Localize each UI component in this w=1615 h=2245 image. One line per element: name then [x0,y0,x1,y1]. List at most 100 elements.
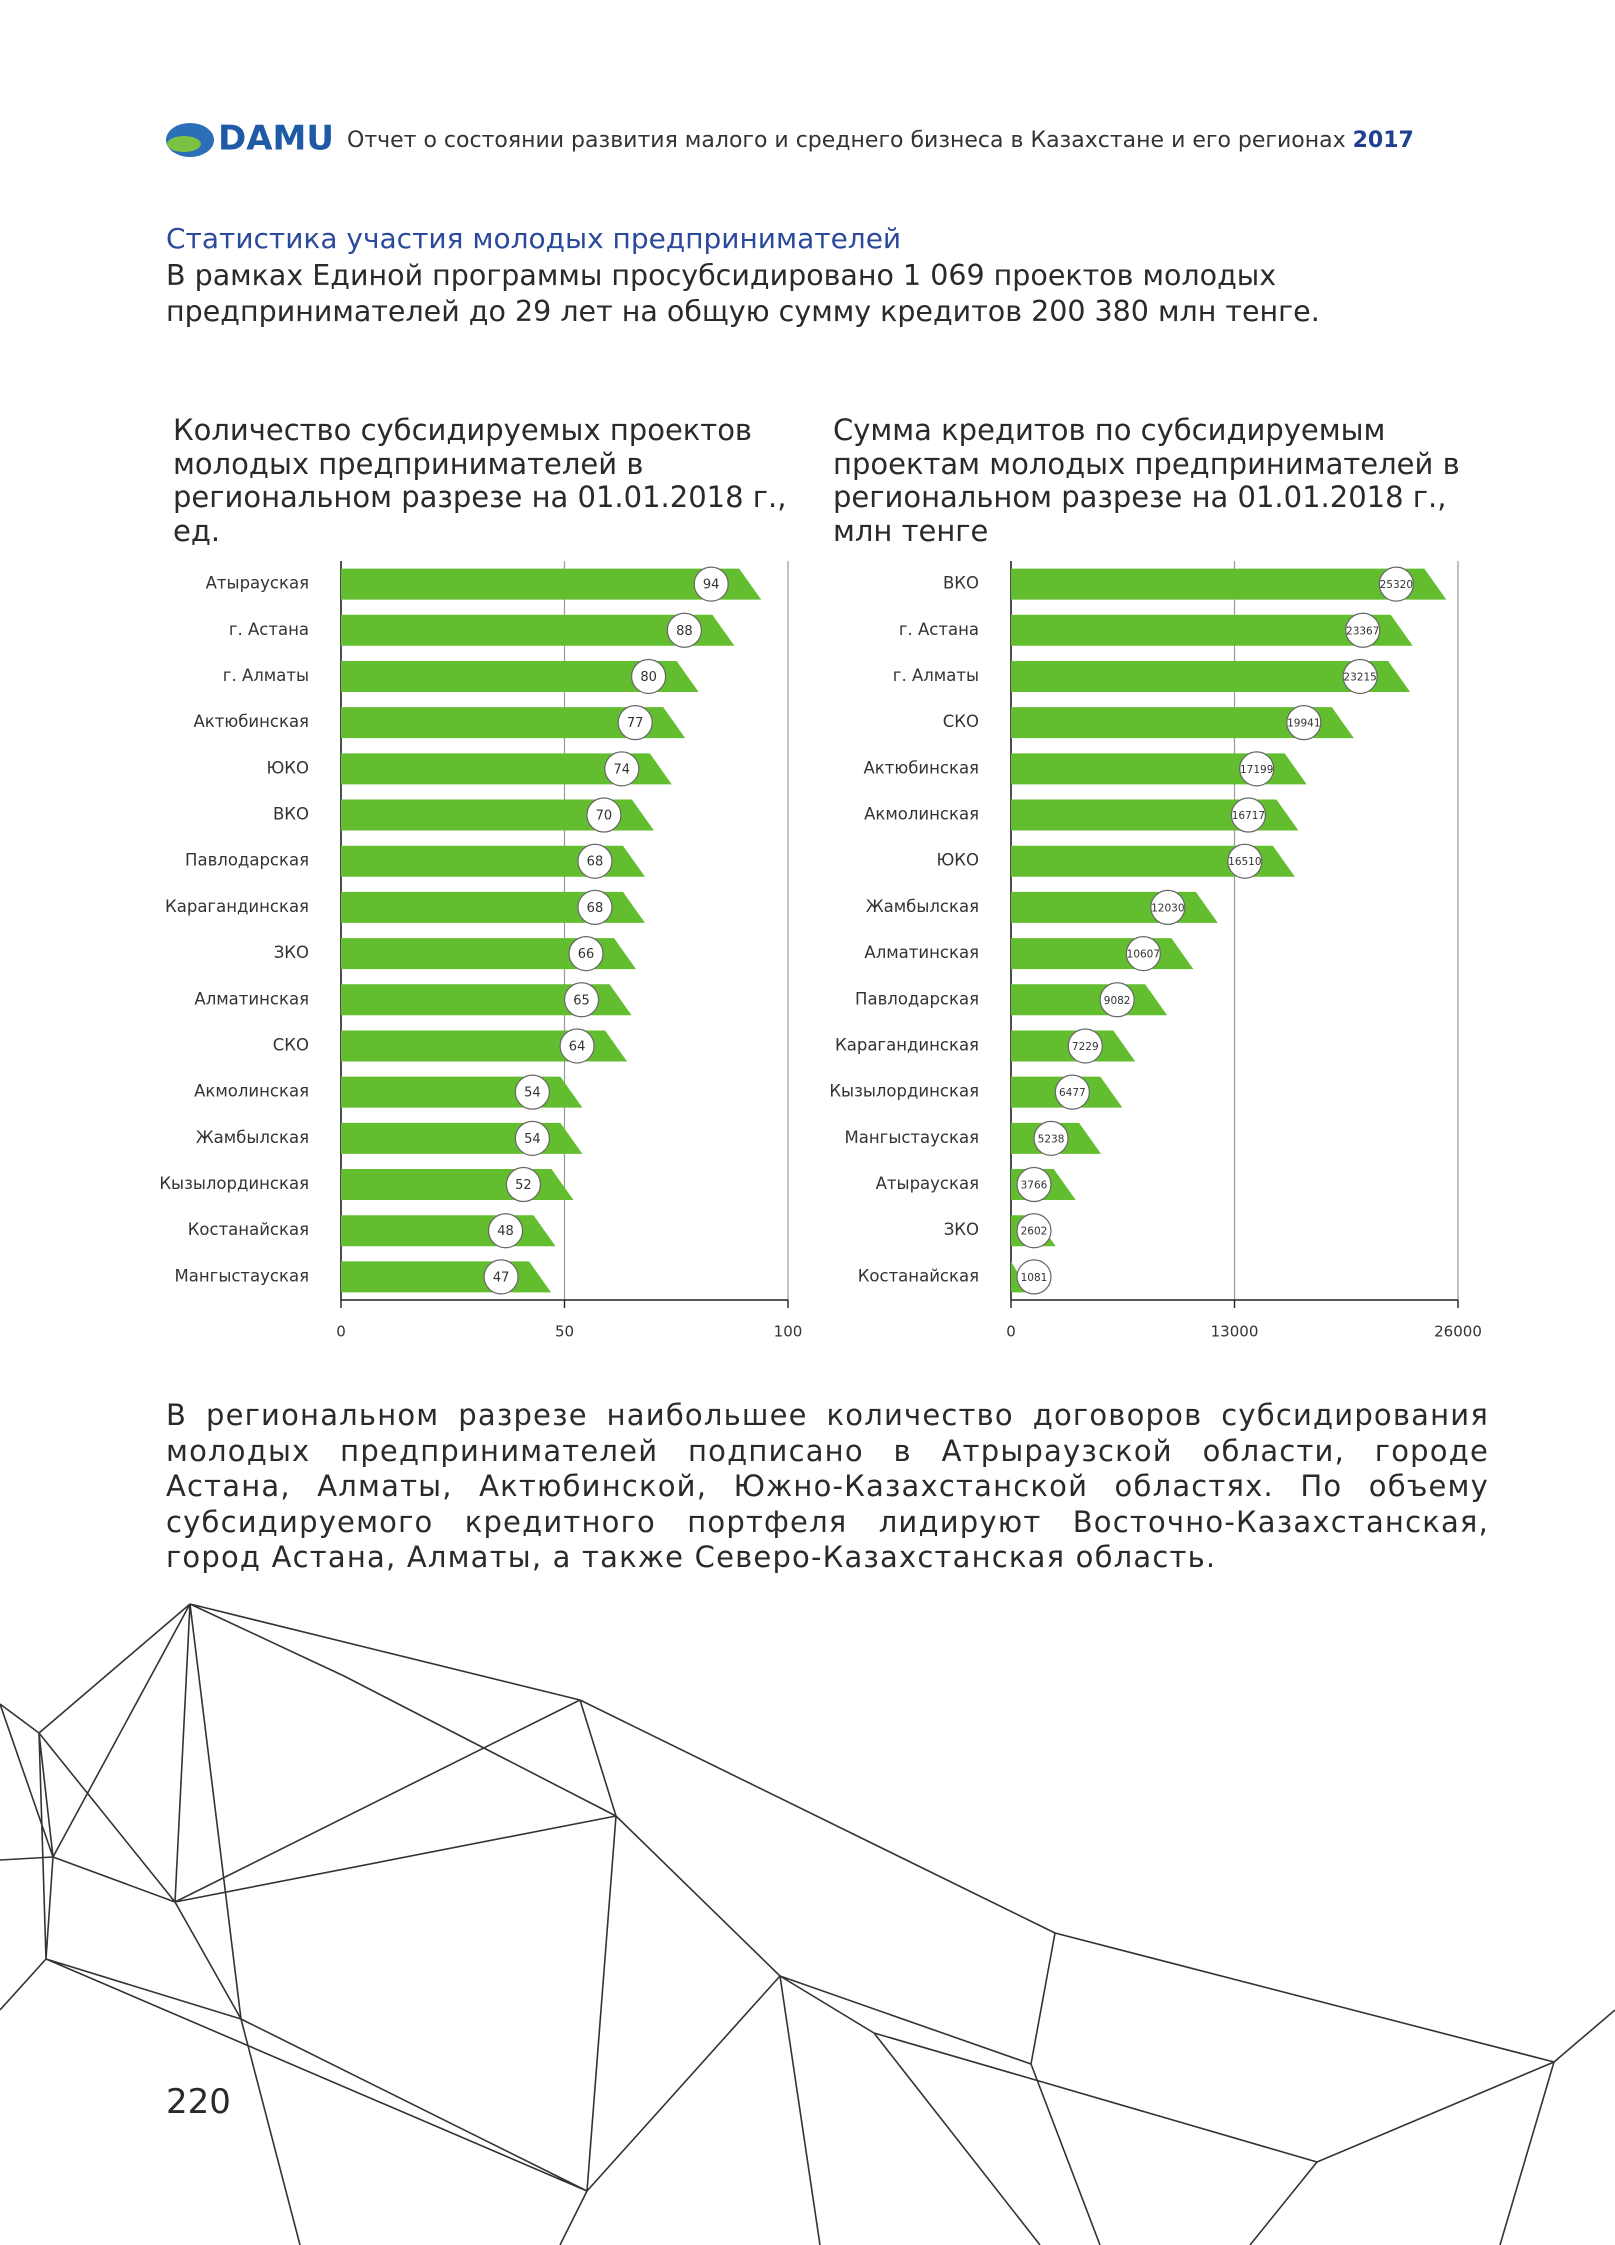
bar [1011,984,1168,1016]
category-label: Алматинская [194,989,309,1008]
category-label: Костанайская [188,1220,309,1239]
category-label: ЗКО [944,1220,979,1239]
value-bubble [514,1074,550,1110]
value-bubble [666,612,702,648]
value-label: 6477 [1059,1087,1086,1099]
category-label: ЮКО [266,758,309,777]
value-label: 66 [578,947,595,962]
value-bubble [505,1166,542,1203]
value-label: 94 [703,578,720,593]
bar [1011,753,1307,785]
value-bubble [1378,566,1414,602]
category-label: Жамбылская [866,897,979,916]
value-bubble [563,982,600,1018]
value-bubble [604,751,640,787]
category-label: г. Астана [229,620,309,639]
category-label: Павлодарская [855,989,979,1008]
x-tick-label: 50 [555,1323,574,1341]
category-label: ЮКО [936,851,979,870]
value-bubble [568,935,604,972]
value-label: 70 [596,809,613,824]
network-lines [0,1603,1615,2245]
bar [1011,891,1218,923]
value-bubble [586,797,622,833]
value-bubble [483,1259,519,1295]
value-bubble [1099,982,1135,1018]
bar [341,753,672,785]
category-label: Атырауская [206,574,309,593]
value-label: 77 [627,716,644,731]
category-label: Актюбинская [863,758,979,777]
value-bubble [1016,1166,1052,1203]
value-label: 64 [569,1039,586,1054]
category-label: СКО [943,712,979,731]
category-label: Кызылординская [159,1174,309,1193]
value-bubble [693,566,729,602]
value-bubble [1054,1074,1090,1110]
value-label: 9082 [1104,995,1131,1007]
value-label: 5238 [1038,1133,1065,1145]
value-label: 54 [524,1132,541,1147]
value-bubble [630,658,667,695]
bar [341,799,654,831]
value-bubble [1230,797,1267,833]
value-label: 19941 [1287,718,1320,730]
header-year: 2017 [1352,128,1414,153]
category-label: Жамбылская [196,1128,309,1147]
intro-text: В рамках Единой программы просубсидирова… [166,259,1320,328]
category-label: г. Астана [899,620,979,639]
category-label: Костанайская [858,1266,979,1285]
category-label: г. Алматы [893,666,979,685]
value-label: 54 [524,1086,541,1101]
bar [341,845,645,877]
logo-text: DAMU [218,119,334,159]
header-title: Отчет о состоянии развития малого и сред… [347,128,1346,153]
value-label: 17199 [1240,764,1273,776]
category-label: ВКО [273,805,309,824]
bar [1011,938,1194,970]
value-bubble [1033,1120,1069,1156]
value-label: 48 [497,1224,514,1239]
bar [341,891,645,923]
value-label: 80 [640,670,657,685]
value-bubble [1125,935,1161,972]
category-label: Акмолинская [864,805,979,824]
x-tick-label: 26000 [1434,1323,1482,1341]
value-label: 3766 [1021,1180,1048,1192]
value-label: 52 [515,1178,532,1193]
value-label: 16717 [1232,810,1265,822]
value-bubble [577,843,613,879]
category-label: ВКО [943,574,979,593]
value-label: 68 [587,901,604,916]
bar [341,1215,556,1247]
value-label: 25320 [1380,579,1413,591]
category-label: г. Алматы [223,666,309,685]
category-label: Карагандинская [835,1035,979,1054]
value-label: 65 [573,993,590,1008]
value-bubble [1016,1259,1052,1295]
chart-title: Сумма кредитов по субсидируемым проектам… [833,413,1460,548]
bar [1011,707,1354,739]
bar [341,707,686,739]
bar [1011,845,1295,877]
value-bubble [1342,658,1378,695]
category-label: Алматинская [864,943,979,962]
bar [341,984,632,1016]
value-bubble [559,1028,595,1064]
bar [341,1030,628,1062]
value-label: 7229 [1072,1041,1099,1053]
category-label: Акмолинская [194,1082,309,1101]
x-tick-label: 0 [336,1323,346,1341]
value-label: 68 [587,855,604,870]
value-label: 23367 [1346,625,1379,637]
x-tick-label: 13000 [1211,1323,1259,1341]
value-label: 47 [493,1270,510,1285]
category-label: Мангыстауская [845,1128,979,1147]
bar [341,568,762,600]
logo-icon [167,136,201,152]
value-bubble [1345,612,1381,648]
bar [341,938,637,970]
section-title: Статистика участия молодых предпринимате… [166,222,902,255]
header: Отчет о состоянии развития малого и сред… [347,128,1414,153]
